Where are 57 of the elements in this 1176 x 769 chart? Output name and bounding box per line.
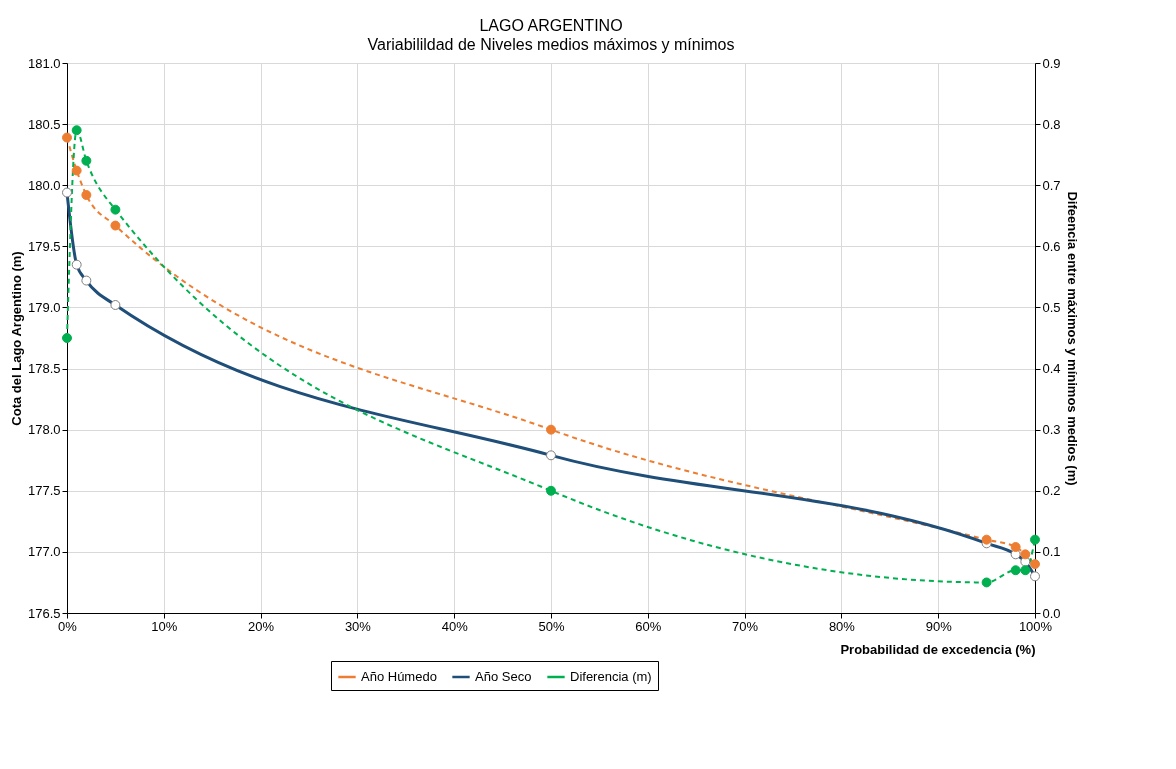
point [546, 424, 556, 435]
y-tick-label: 179.0 [27, 299, 61, 315]
y2-tick-label: 0.9 [1042, 55, 1061, 71]
point [71, 165, 82, 176]
y-tick-label: 177.5 [27, 483, 61, 499]
y-tick-label: 180.0 [27, 177, 61, 193]
y2-axis-title: Difeencia entre máximos y mínimos medios (m) [1064, 191, 1080, 486]
x-tick-label: 50% [538, 618, 565, 634]
y-axis-title: Cota del Lago Argentino (m) [8, 251, 24, 426]
chart-title: LAGO ARGENTINO [479, 17, 623, 34]
legend-label: Año Seco [475, 669, 532, 684]
x-tick-label: 70% [732, 618, 759, 634]
point [81, 155, 92, 166]
point [981, 577, 992, 588]
y2-tick-label: 0.6 [1042, 238, 1061, 254]
y-tick-label: 180.5 [27, 116, 61, 132]
x-tick-label: 100% [1018, 618, 1053, 634]
point [62, 132, 72, 143]
y-tick-label: 179.5 [27, 238, 61, 254]
y2-tick-label: 0.1 [1042, 544, 1061, 560]
x-tick-label: 40% [441, 618, 469, 634]
x-tick-label: 20% [248, 618, 275, 634]
y2-tick-label: 0.8 [1042, 116, 1061, 132]
point [1030, 559, 1040, 570]
y2-tick-label: 0.7 [1042, 177, 1061, 193]
x-tick-label: 80% [828, 618, 856, 634]
x-tick-label: 0% [58, 618, 78, 634]
y-tick-label: 178.5 [27, 361, 61, 377]
point [546, 485, 556, 496]
legend-label: Año Húmedo [361, 669, 437, 684]
point [110, 220, 121, 231]
point [1020, 549, 1031, 560]
point [110, 204, 121, 215]
y-tick-label: 178.0 [27, 422, 61, 438]
point [1010, 565, 1021, 576]
chart-subtitle: Variabilildad de Niveles medios máximos y mínimos [367, 36, 735, 53]
point [71, 125, 82, 136]
x-tick-label: 30% [344, 618, 372, 634]
x-tick-label: 60% [635, 618, 662, 634]
point [81, 190, 92, 200]
point [1020, 565, 1031, 576]
y-tick-label: 177.0 [27, 544, 61, 560]
point [1010, 542, 1021, 552]
y2-tick-label: 0.5 [1042, 299, 1061, 315]
x-axis-title: Probabilidad de excedencia (%) [840, 641, 1036, 657]
point [981, 534, 992, 545]
y2-tick-label: 0.0 [1042, 605, 1061, 621]
point [1030, 534, 1040, 545]
legend-label: Diferencia (m) [570, 669, 652, 684]
y2-tick-label: 0.3 [1042, 422, 1061, 438]
x-tick-label: 90% [925, 618, 953, 634]
x-tick-label: 10% [151, 618, 178, 634]
y-tick-label: 176.5 [27, 605, 61, 621]
y2-tick-label: 0.2 [1042, 483, 1061, 499]
y2-tick-label: 0.4 [1042, 361, 1061, 377]
point [62, 333, 72, 343]
y-tick-label: 181.0 [27, 55, 61, 71]
